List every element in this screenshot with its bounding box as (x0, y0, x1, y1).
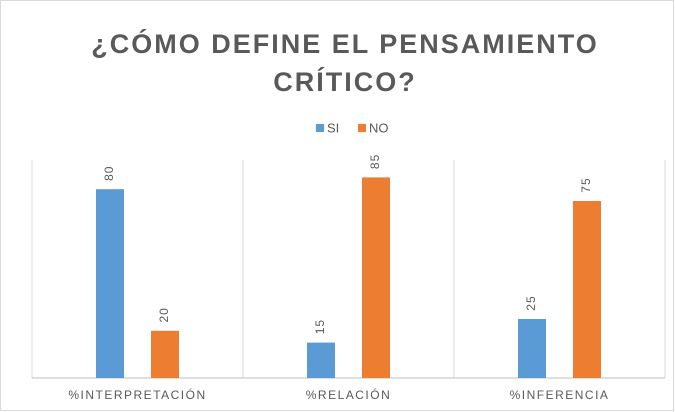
legend-label: SI (327, 120, 339, 135)
data-label: 80 (102, 166, 116, 181)
legend-swatch (316, 124, 324, 132)
data-label: 15 (313, 319, 327, 334)
data-label: 25 (524, 295, 538, 310)
bar (518, 319, 546, 378)
legend-swatch (358, 124, 366, 132)
bar (362, 177, 390, 378)
bar (307, 342, 335, 378)
bar (573, 201, 601, 378)
data-label: 75 (579, 177, 593, 192)
bar (96, 189, 124, 378)
chart-title: CRÍTICO? (273, 66, 417, 97)
data-label: 20 (157, 307, 171, 322)
chart-title: ¿CÓMO DEFINE EL PENSAMIENTO (91, 28, 599, 59)
x-tick-label: %INTERPRETACIÓN (68, 387, 206, 402)
data-label: 85 (368, 154, 382, 169)
x-tick-label: %INFERENCIA (510, 388, 610, 402)
bar (151, 330, 179, 378)
x-tick-label: %RELACIÓN (306, 387, 392, 402)
legend-label: NO (369, 120, 389, 135)
